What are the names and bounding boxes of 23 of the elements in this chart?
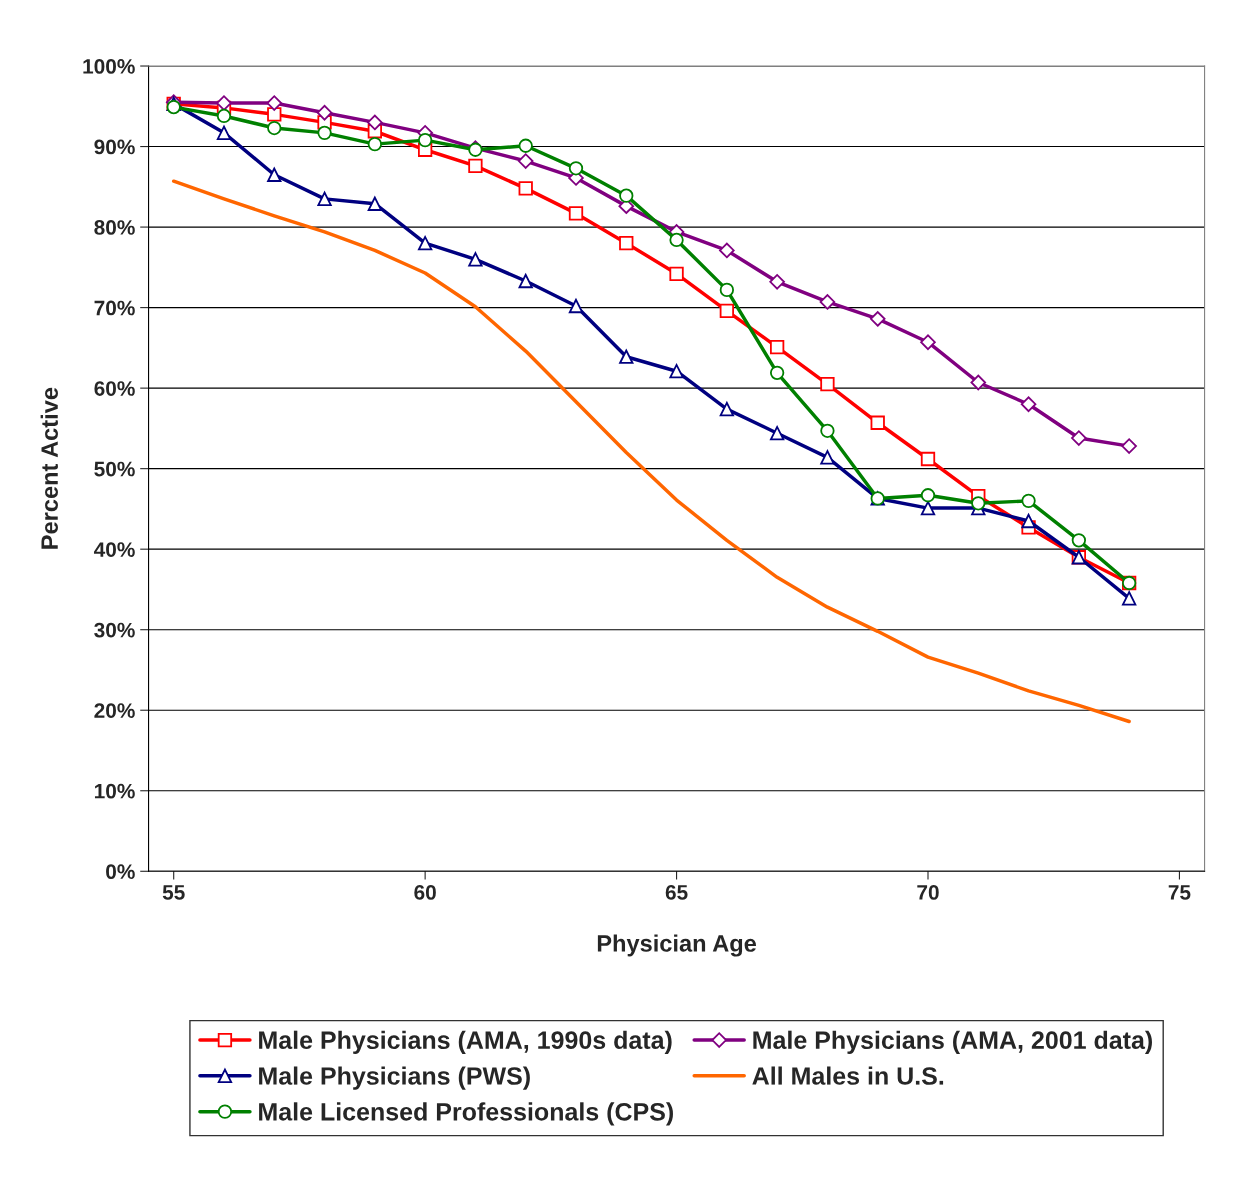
y-axis-title: Percent Active [40, 387, 58, 549]
y-tick-label: 90% [94, 139, 135, 155]
y-tick-label: 30% [94, 622, 135, 638]
x-tick-label: 60 [414, 885, 436, 900]
legend-label: Male Physicians (AMA, 2001 data) [753, 1030, 1152, 1054]
legend-label: Male Physicians (PWS) [259, 1066, 530, 1090]
legend-label: All Males in U.S. [752, 1066, 944, 1085]
y-tick-label: 10% [94, 783, 135, 799]
y-tick-label: 60% [94, 381, 135, 396]
y-tick-label: 100% [83, 59, 135, 74]
legend-label: Male Licensed Professionals (CPS) [259, 1102, 673, 1126]
y-tick-label: 20% [94, 703, 135, 718]
x-axis-title: Physician Age [597, 934, 757, 957]
y-tick-label: 80% [94, 220, 135, 235]
x-tick-label: 65 [665, 885, 688, 900]
legend-label: Male Physicians (AMA, 1990s data) [259, 1030, 672, 1054]
x-tick-label: 55 [162, 885, 185, 900]
x-tick-label: 70 [917, 885, 939, 900]
y-tick-label: 50% [94, 461, 135, 477]
x-tick-label: 75 [1168, 885, 1191, 900]
y-tick-label: 40% [93, 542, 135, 557]
y-tick-label: 0% [106, 864, 135, 880]
y-tick-label: 70% [94, 300, 135, 316]
